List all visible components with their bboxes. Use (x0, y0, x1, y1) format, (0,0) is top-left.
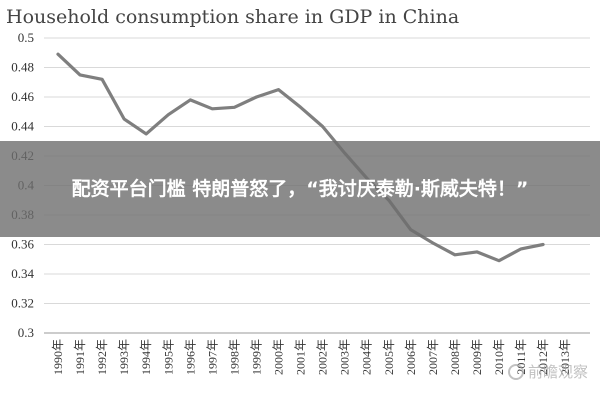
x-tick-label: 1995年 (161, 339, 175, 375)
x-tick-label: 1996年 (183, 339, 197, 375)
grid-lines (44, 37, 590, 334)
x-tick-label: 2006年 (404, 339, 418, 375)
x-tick-label: 2000年 (272, 339, 286, 375)
watermark-text: 前瞻观察 (527, 363, 588, 381)
x-tick-label: 2007年 (426, 339, 440, 375)
x-tick-label: 1994年 (139, 339, 153, 375)
x-tick-label: 2013年 (558, 339, 572, 375)
y-tick-label: 0.36 (11, 237, 34, 252)
overlay-banner: 配资平台门槛 特朗普怒了，“我讨厌泰勒·斯威夫特！” (0, 141, 600, 237)
x-tick-label: 1997年 (205, 339, 219, 375)
x-tick-label: 2010年 (492, 339, 506, 375)
y-tick-label: 0.46 (11, 89, 34, 104)
x-tick-label: 1990年 (51, 339, 65, 375)
x-tick-label: 2002年 (316, 339, 330, 375)
y-tick-label: 0.3 (18, 325, 34, 340)
x-tick-label: 2009年 (470, 339, 484, 375)
x-tick-label: 1991年 (73, 339, 87, 375)
y-tick-label: 0.48 (11, 60, 34, 75)
y-tick-label: 0.5 (18, 30, 34, 45)
x-tick-label: 2003年 (338, 339, 352, 375)
x-tick-label: 2001年 (294, 339, 308, 375)
x-tick-label: 1992年 (95, 339, 109, 375)
x-tick-label: 1998年 (227, 339, 241, 375)
x-axis-ticks: 1990年 1991年 1992年 1993年 1994年 1995年 1996年 1997年… (51, 339, 572, 375)
x-tick-label: 1999年 (249, 339, 263, 375)
chart-title: Household consumption share in GDP in Ch… (6, 6, 459, 28)
series-line (56, 52, 545, 263)
watermark: 前瞻观察 (507, 361, 588, 382)
x-tick-label: 2008年 (448, 339, 462, 375)
x-tick-label: 2005年 (382, 339, 396, 375)
y-tick-label: 0.44 (11, 119, 34, 134)
wechat-icon (507, 363, 524, 380)
y-tick-label: 0.32 (11, 296, 34, 311)
x-tick-label: 2004年 (360, 339, 374, 375)
y-tick-label: 0.34 (11, 266, 34, 281)
series-group (56, 52, 545, 263)
x-tick-label: 1993年 (117, 339, 131, 375)
x-tick-label: 2012年 (536, 339, 550, 375)
banner-headline: 配资平台门槛 特朗普怒了，“我讨厌泰勒·斯威夫特！” (71, 178, 529, 200)
